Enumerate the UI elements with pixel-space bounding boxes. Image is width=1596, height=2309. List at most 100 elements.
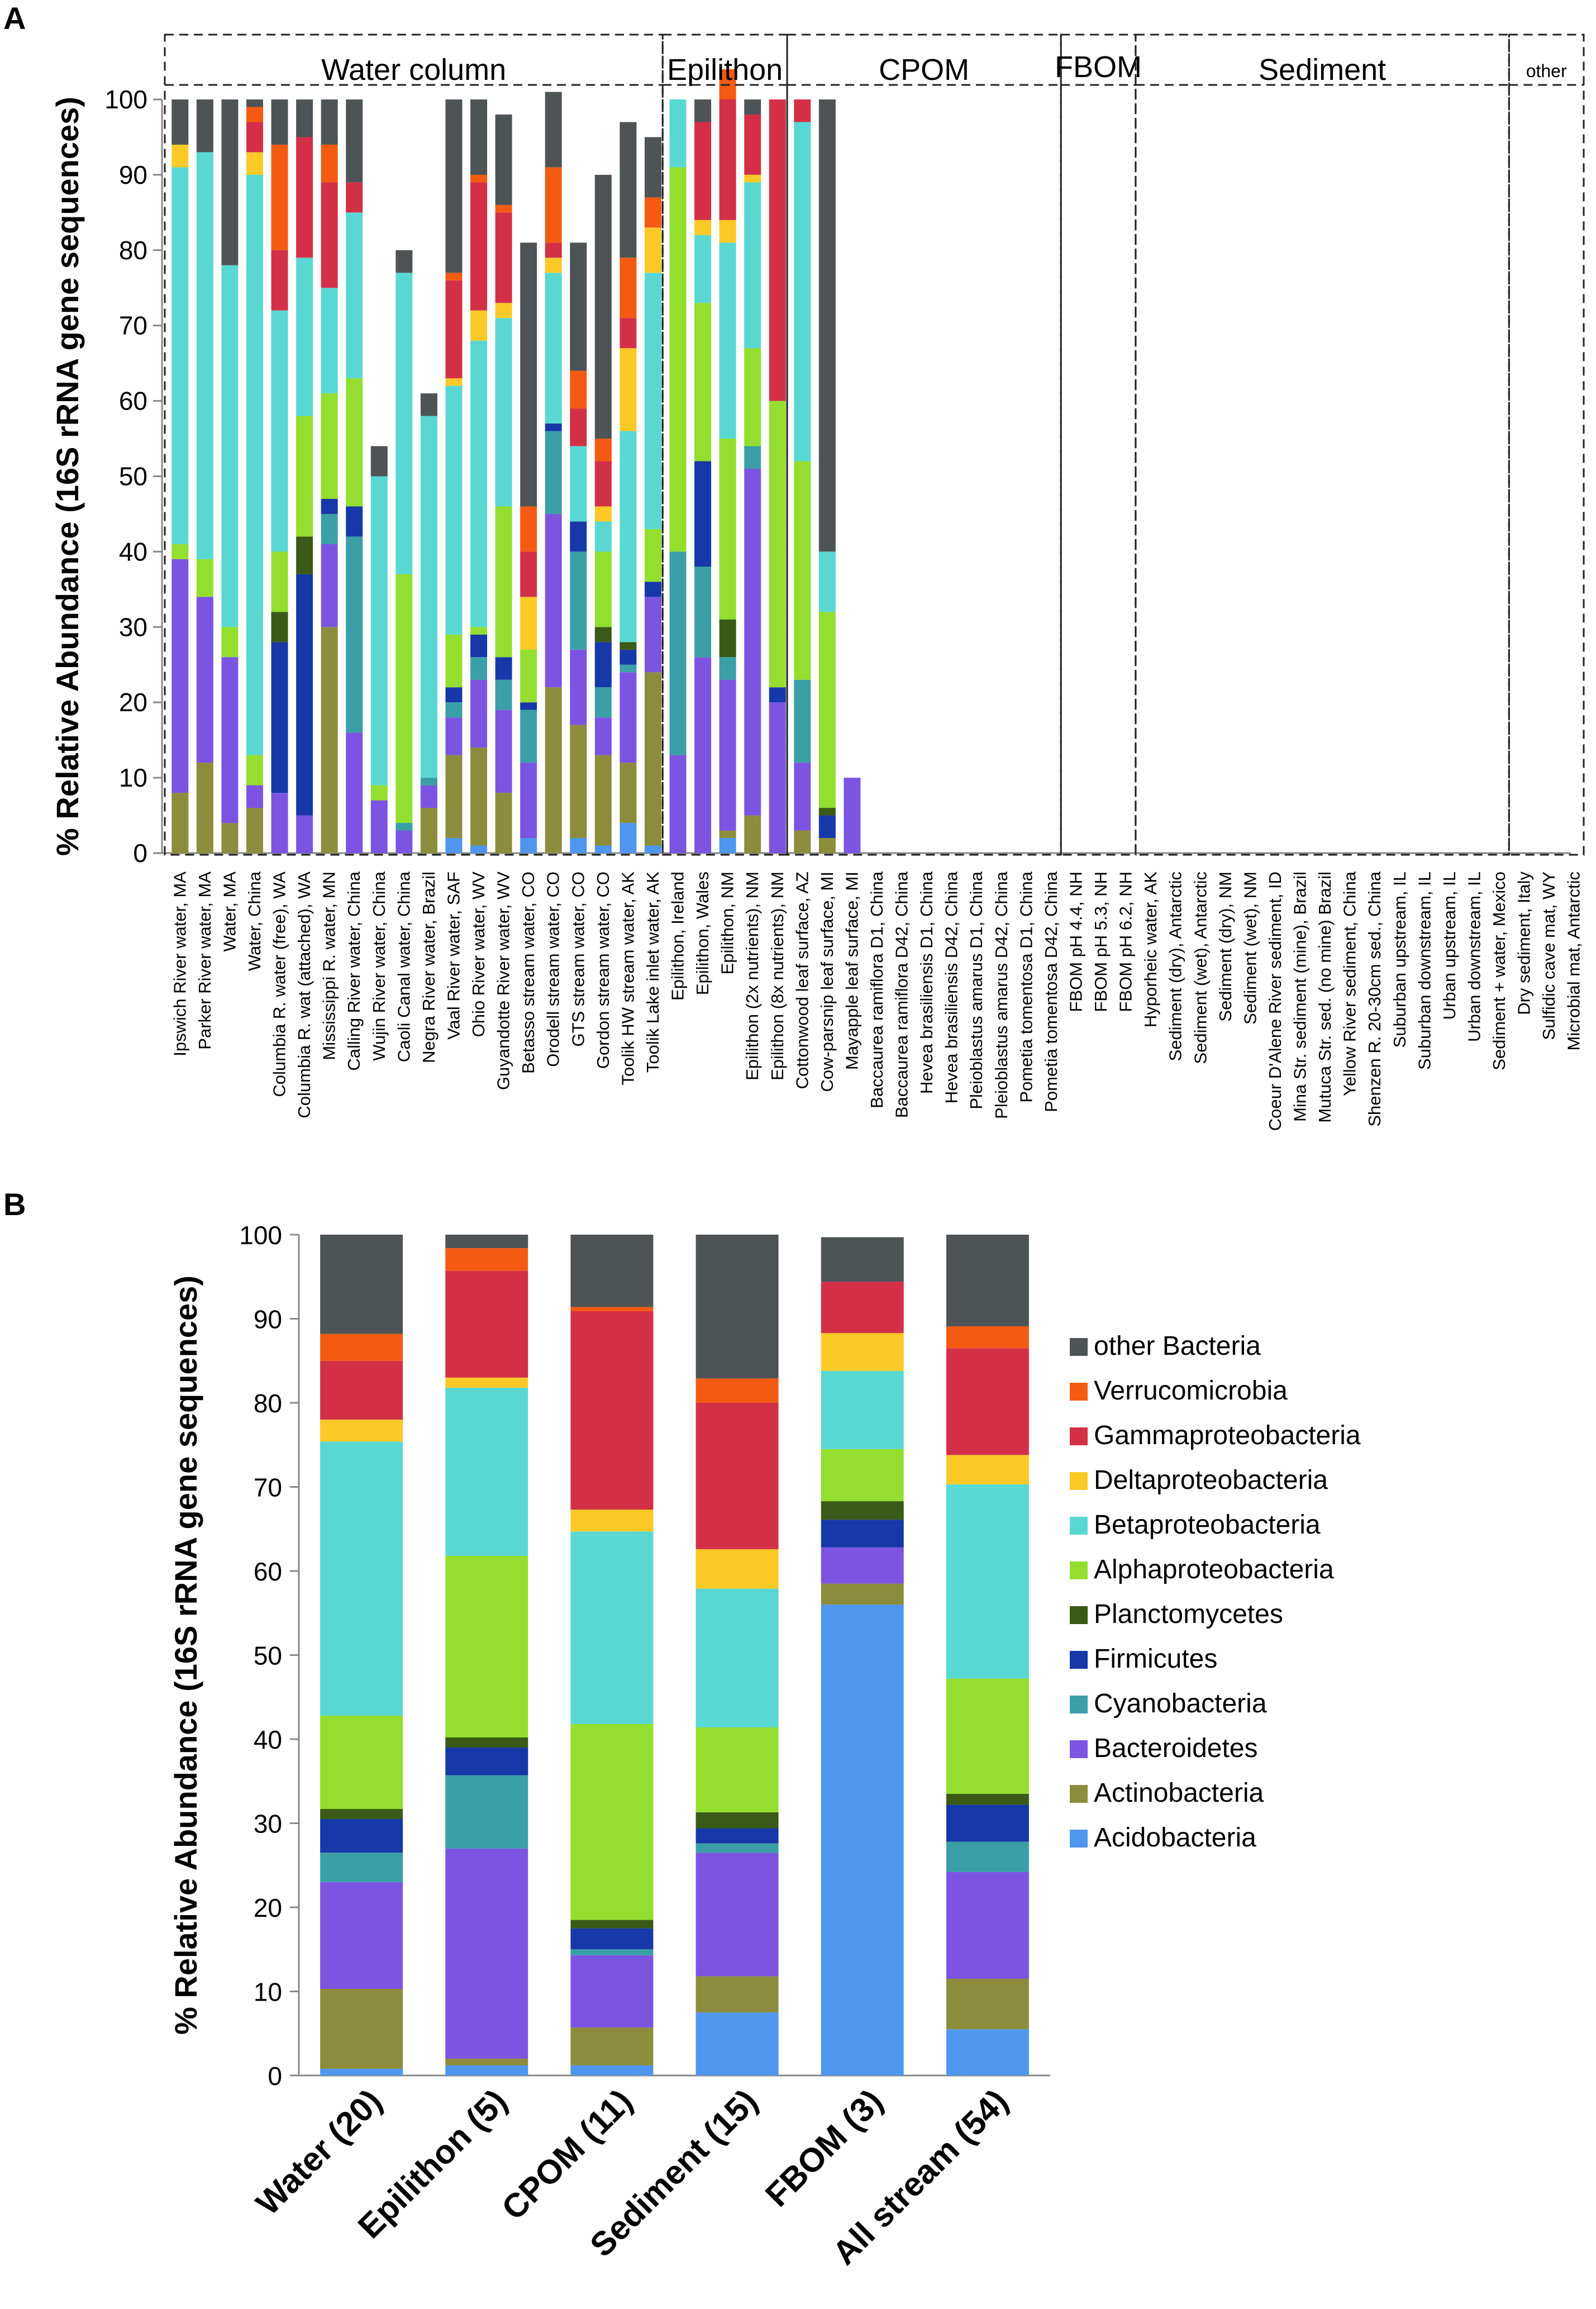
- group-label-epilithon: Epilithon: [667, 53, 783, 87]
- bar-a-betasso-stream-water-co-acidobacteria: [520, 838, 537, 853]
- panel-a-sample-label: Coeur D'Alene River sediment, ID: [1265, 872, 1285, 1131]
- bar-a-betasso-stream-water-co-alphaproteobacteria: [520, 649, 537, 703]
- bar-b-sediment-15-bacteroidetes: [695, 1853, 779, 1977]
- bar-a-cottonwood-leaf-surface-az-gammaproteobacteria: [794, 99, 811, 122]
- panel-a-sample-label: Pleioblastus amarus D42, China: [992, 871, 1011, 1119]
- bar-a-columbia-r-water-free-wa-alphaproteobacteria: [271, 551, 288, 612]
- bar-a-water-china-betaproteobacteria: [246, 174, 263, 755]
- bar-b-fbom-3-bacteroidetes: [821, 1547, 904, 1584]
- panel-a-sample-label: Sediment (wet), Antarctic: [1190, 872, 1210, 1064]
- panel-a-sample-label: Ohio River water, WV: [469, 872, 488, 1037]
- bar-b-cpom-11-firmicutes: [570, 1928, 654, 1950]
- bar-a-negra-river-water-brazil-other-bacteria: [420, 393, 437, 416]
- panel-a-sample-label: Caoli Canal water, China: [394, 871, 413, 1062]
- group-label-other: other: [1526, 61, 1567, 81]
- bar-a-gts-stream-water-co-gammaproteobacteria: [570, 408, 587, 446]
- bar-a-cow-parsnip-leaf-surface-mi-firmicutes: [818, 815, 836, 839]
- bar-a-water-ma-alphaproteobacteria: [221, 627, 239, 658]
- bar-a-calling-river-water-china-cyanobacteria: [346, 536, 363, 733]
- bar-b-water-20-planctomycetes: [320, 1808, 403, 1819]
- bar-a-columbia-r-wat-attached-wa-planctomycetes: [296, 536, 313, 574]
- bar-a-gts-stream-water-co-cyanobacteria: [570, 551, 587, 650]
- bar-a-epilithon-wales-alphaproteobacteria: [694, 303, 712, 461]
- bar-a-cottonwood-leaf-surface-az-betaproteobacteria: [794, 122, 811, 461]
- legend-swatch-other-bacteria: [1070, 1338, 1088, 1356]
- panel-a-sample-label: Mayapple leaf surface, MI: [842, 872, 861, 1070]
- bar-a-gts-stream-water-co-other-bacteria: [570, 242, 587, 371]
- panel-a-sample-label: Epilithon, Wales: [693, 872, 712, 995]
- bar-a-columbia-r-water-free-wa-gammaproteobacteria: [271, 250, 288, 311]
- bar-a-epilithon-nm-deltaproteobacteria: [719, 220, 736, 243]
- legend-label-planctomycetes: Planctomycetes: [1094, 1599, 1283, 1629]
- bar-b-water-20-bacteroidetes: [320, 1882, 403, 1989]
- panel-a-y-tick-label: 0: [133, 839, 147, 868]
- panel-a-sample-label: Negra River water, Brazil: [419, 872, 439, 1063]
- bar-a-cottonwood-leaf-surface-az-alphaproteobacteria: [794, 461, 811, 680]
- bar-a-columbia-r-water-free-wa-planctomycetes: [271, 612, 288, 642]
- bar-a-mississippi-r-water-mn-bacteroidetes: [321, 544, 338, 627]
- bar-b-all-stream-54-alphaproteobacteria: [946, 1678, 1029, 1794]
- bar-a-epilithon-ireland-bacteroidetes: [669, 755, 687, 853]
- bar-b-fbom-3-deltaproteobacteria: [821, 1333, 904, 1371]
- legend-swatch-planctomycetes: [1070, 1606, 1088, 1624]
- panel-a-y-axis-title: % Relative Abundance (16S rRNA gene sequ…: [50, 97, 85, 856]
- panel-a-y-tick-label: 50: [119, 462, 147, 491]
- bar-a-toolik-hw-stream-water-ak-actinobacteria: [620, 763, 637, 823]
- bar-b-cpom-11-deltaproteobacteria: [570, 1510, 654, 1532]
- bar-a-columbia-r-wat-attached-wa-alphaproteobacteria: [296, 416, 313, 537]
- bar-a-toolik-lake-inlet-water-ak-firmicutes: [644, 582, 661, 597]
- bar-a-calling-river-water-china-other-bacteria: [346, 99, 363, 183]
- bar-b-cpom-11-other-bacteria: [570, 1235, 654, 1307]
- bar-a-gordon-stream-water-co-cyanobacteria: [594, 687, 612, 718]
- panel-a-sample-label: Hevea brasiliensis D1, China: [917, 871, 936, 1094]
- bar-b-water-20-actinobacteria: [320, 1988, 403, 2069]
- group-box-fbom: [1060, 34, 1137, 856]
- bar-a-mississippi-r-water-mn-actinobacteria: [321, 627, 338, 853]
- panel-a-sample-label: Mississippi R. water, MN: [320, 872, 339, 1060]
- bar-a-epilithon-nm-actinobacteria: [719, 830, 736, 839]
- bar-b-sediment-15-actinobacteria: [695, 1976, 779, 2013]
- bar-a-epilithon-wales-deltaproteobacteria: [694, 220, 712, 235]
- panel-a-sample-label: Mutuca Str. sed. (no mine) Brazil: [1315, 872, 1335, 1123]
- legend-label-acidobacteria: Acidobacteria: [1094, 1823, 1256, 1853]
- panel-b-y-tick-label: 50: [254, 1641, 282, 1670]
- bar-b-cpom-11-acidobacteria: [570, 2065, 654, 2075]
- bar-a-ohio-river-water-wv-betaproteobacteria: [470, 340, 488, 627]
- bar-b-all-stream-54-actinobacteria: [946, 1978, 1029, 2030]
- bar-a-ohio-river-water-wv-other-bacteria: [470, 99, 488, 175]
- bar-b-water-20-alphaproteobacteria: [320, 1715, 403, 1809]
- panel-a-sample-label: Water, China: [245, 871, 264, 971]
- bar-a-guyandotte-river-water-wv-firmicutes: [495, 657, 512, 680]
- bar-a-columbia-r-water-free-wa-bacteroidetes: [271, 793, 288, 853]
- bar-a-cow-parsnip-leaf-surface-mi-betaproteobacteria: [818, 551, 836, 612]
- panel-a-y-tick-label: 70: [119, 311, 147, 340]
- bar-b-fbom-3-other-bacteria: [821, 1237, 904, 1282]
- panel-a-sample-label: Toolik Lake inlet water, AK: [643, 872, 663, 1073]
- bar-a-caoli-canal-water-china-betaproteobacteria: [396, 273, 413, 574]
- legend-label-other-bacteria: other Bacteria: [1094, 1331, 1261, 1361]
- bar-a-orodell-stream-water-co-gammaproteobacteria: [545, 242, 562, 258]
- group-label-sediment: Sediment: [1259, 53, 1386, 87]
- legend-label-deltaproteobacteria: Deltaproteobacteria: [1094, 1465, 1328, 1495]
- bar-a-columbia-r-wat-attached-wa-firmicutes: [296, 574, 313, 816]
- bar-b-cpom-11-betaproteobacteria: [570, 1531, 654, 1724]
- panel-a-sample-label: Pometia tomentosa D1, China: [1016, 871, 1036, 1102]
- bar-a-mississippi-r-water-mn-cyanobacteria: [321, 513, 338, 544]
- panel-a-sample-label: Gordon stream water, CO: [593, 872, 613, 1069]
- panel-a-sample-label: Microbial mat, Antarctic: [1564, 872, 1584, 1050]
- bar-a-toolik-hw-stream-water-ak-verrucomicrobia: [620, 258, 637, 318]
- bar-b-all-stream-54-betaproteobacteria: [946, 1484, 1029, 1679]
- bar-a-betasso-stream-water-co-firmicutes: [520, 702, 537, 710]
- bar-a-epilithon-wales-firmicutes: [694, 461, 712, 567]
- bar-a-guyandotte-river-water-wv-betaproteobacteria: [495, 318, 512, 507]
- panel-a-sample-label: Betasso stream water, CO: [518, 872, 538, 1074]
- bar-a-epilithon-nm-planctomycetes: [719, 619, 736, 658]
- bar-a-epilithon-8x-nutrients-nm-alphaproteobacteria: [769, 401, 786, 688]
- bar-a-mississippi-r-water-mn-betaproteobacteria: [321, 288, 338, 394]
- bar-a-water-china-gammaproteobacteria: [246, 122, 263, 153]
- bar-a-guyandotte-river-water-wv-alphaproteobacteria: [495, 506, 512, 658]
- bar-a-epilithon-nm-bacteroidetes: [719, 679, 736, 831]
- bar-a-gordon-stream-water-co-planctomycetes: [594, 627, 612, 642]
- legend-swatch-bacteroidetes: [1070, 1740, 1088, 1758]
